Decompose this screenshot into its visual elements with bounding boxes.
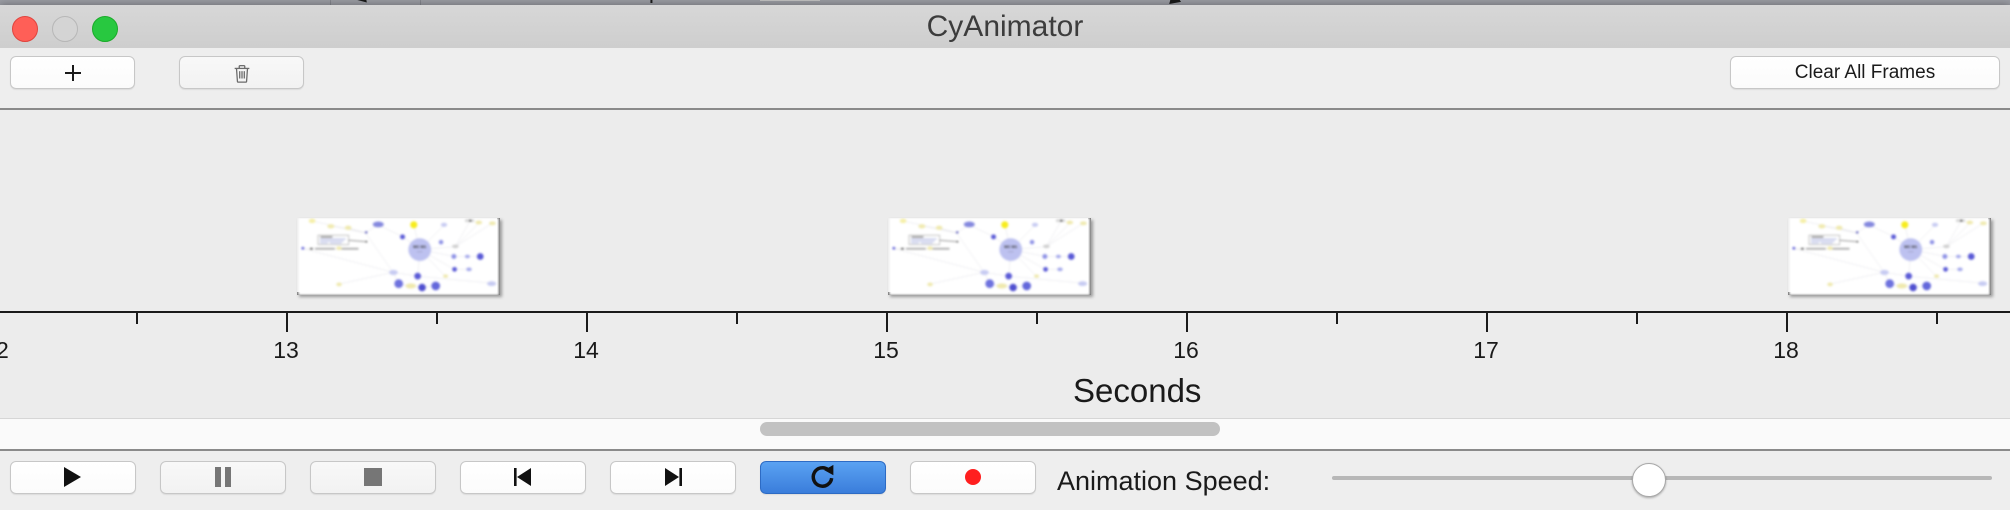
svg-text:-----: ----- <box>1008 250 1014 254</box>
svg-text:MC M1: MC M1 <box>1904 244 1918 249</box>
svg-text:MC M1: MC M1 <box>413 244 427 249</box>
svg-text:-----: ----- <box>417 250 423 254</box>
svg-text:MC M1: MC M1 <box>1004 244 1018 249</box>
svg-text:-----: ----- <box>1908 250 1914 254</box>
